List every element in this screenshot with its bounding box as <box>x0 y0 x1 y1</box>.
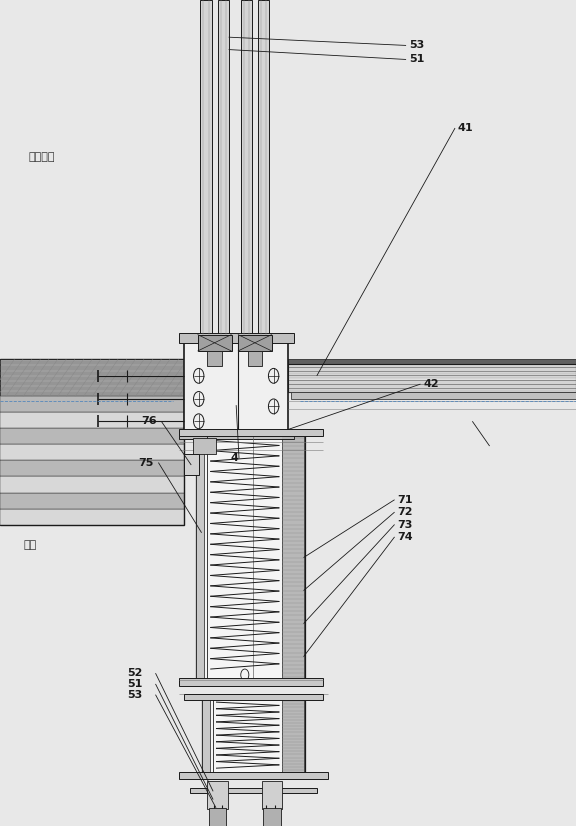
Text: 53: 53 <box>127 690 142 700</box>
Bar <box>190 788 317 793</box>
Bar <box>291 392 576 399</box>
Bar <box>241 0 252 339</box>
Bar <box>179 678 323 686</box>
Bar <box>0 477 184 492</box>
Text: 51: 51 <box>409 55 425 64</box>
Bar <box>262 781 282 809</box>
Bar <box>0 396 184 412</box>
Bar <box>0 412 184 429</box>
Bar <box>0 492 184 509</box>
Bar <box>198 335 232 351</box>
Bar <box>263 808 281 826</box>
Bar <box>218 0 229 339</box>
Bar <box>196 434 204 681</box>
Text: 53: 53 <box>409 40 424 50</box>
Bar <box>0 359 184 396</box>
Bar <box>288 364 576 392</box>
Bar <box>179 772 328 779</box>
Bar <box>0 461 184 477</box>
Text: 52: 52 <box>127 668 142 678</box>
Bar <box>196 434 305 681</box>
Text: 41: 41 <box>458 123 473 133</box>
Text: 42: 42 <box>423 379 439 389</box>
Bar <box>184 339 288 434</box>
Text: 75: 75 <box>138 458 154 468</box>
Text: 76: 76 <box>141 416 157 426</box>
Bar <box>248 351 262 366</box>
Text: 室外: 室外 <box>23 540 36 550</box>
Bar <box>179 430 294 439</box>
Bar <box>0 509 184 525</box>
Text: 71: 71 <box>397 495 413 505</box>
Text: 72: 72 <box>397 507 413 517</box>
Bar <box>179 429 323 436</box>
Bar <box>207 351 222 366</box>
Text: 74: 74 <box>397 532 413 542</box>
Text: 室外阳台: 室外阳台 <box>29 152 55 162</box>
Text: 73: 73 <box>397 520 413 529</box>
Bar <box>0 359 184 366</box>
Bar <box>184 694 323 700</box>
Bar <box>0 366 184 392</box>
Text: 4: 4 <box>230 453 238 463</box>
Bar <box>258 0 269 339</box>
Bar <box>207 781 228 809</box>
Bar <box>0 444 184 461</box>
Bar <box>0 429 184 444</box>
Bar <box>288 359 576 364</box>
Text: 51: 51 <box>127 679 142 689</box>
Bar <box>282 434 304 681</box>
Bar <box>209 808 226 826</box>
Bar <box>202 698 305 776</box>
Bar <box>238 335 272 351</box>
Bar <box>184 454 199 475</box>
Bar <box>0 359 184 525</box>
Bar <box>193 438 216 454</box>
Bar <box>282 698 304 776</box>
Bar <box>179 333 294 343</box>
Bar <box>200 0 212 339</box>
Bar <box>202 698 210 776</box>
